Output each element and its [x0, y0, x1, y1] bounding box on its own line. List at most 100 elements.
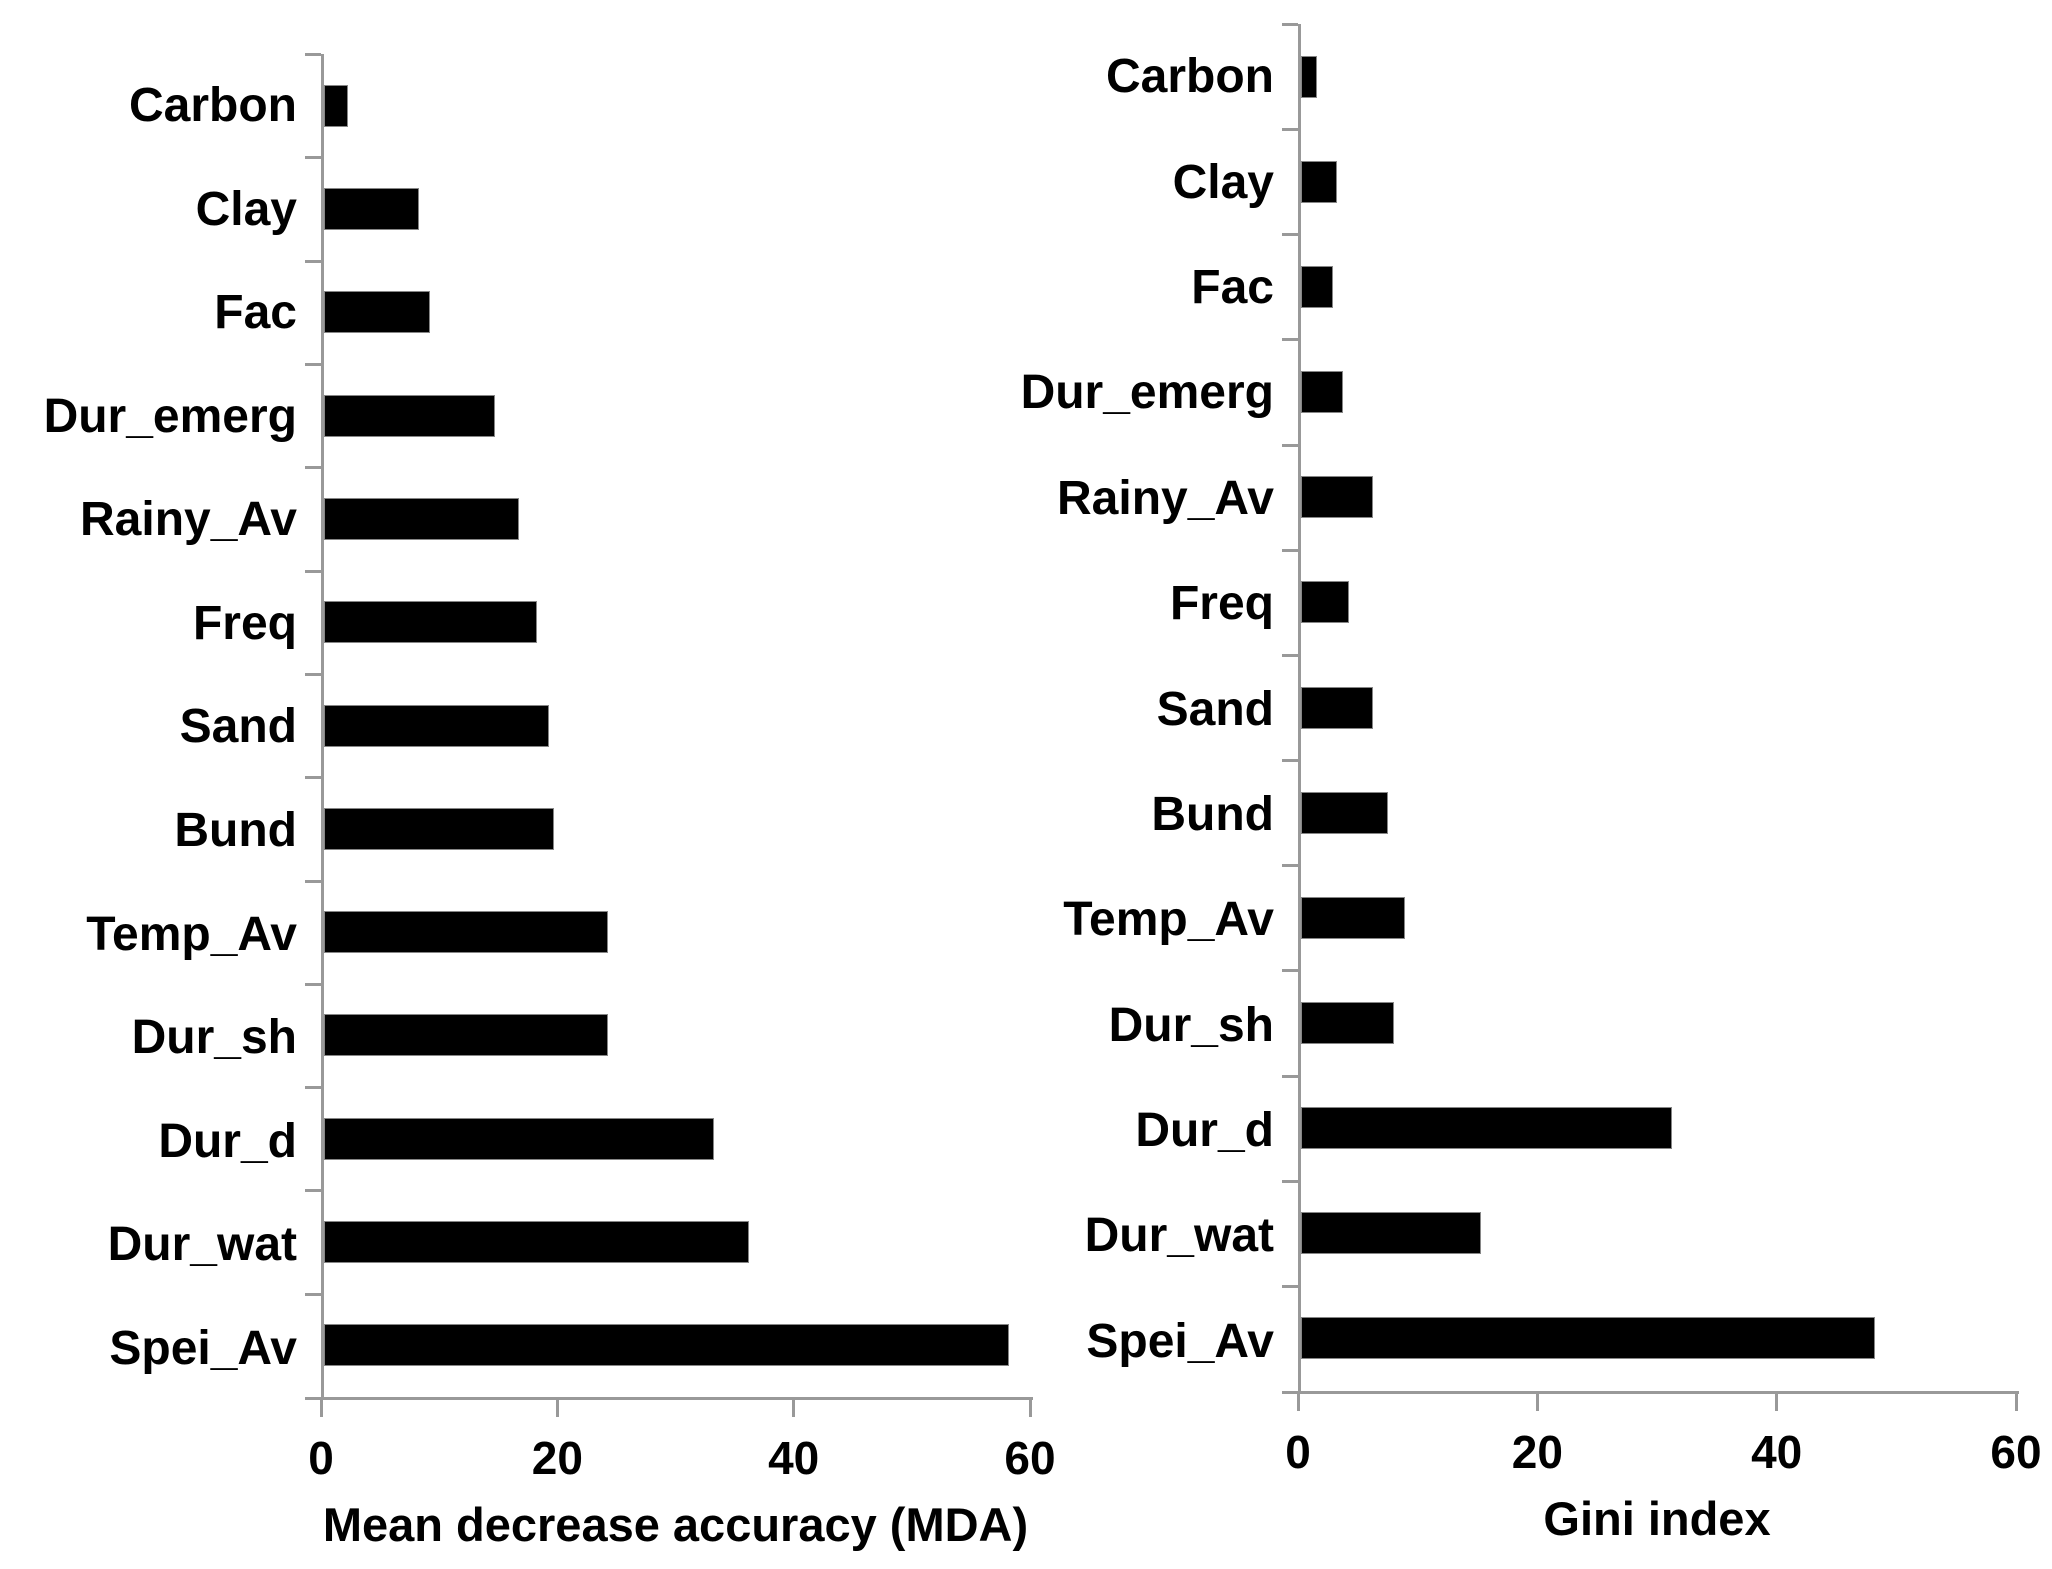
- category-label: Freq: [1169, 577, 1274, 631]
- x-tick-mark: [1028, 1400, 1032, 1417]
- plot-region: Carbon Clay Fac Dur_emerg Rainy_Av Freq Sand Bu…: [1020, 22, 2052, 1394]
- x-tick-label: 0: [1285, 1426, 1311, 1478]
- category-label: Carbon: [1106, 50, 1274, 104]
- bar-row: [1282, 548, 2019, 655]
- chart-mda: Carbon Clay Fac Dur_emerg Rainy_Av Freq Sand Bu…: [0, 52, 1056, 1551]
- category-label: Dur_emerg: [1020, 366, 1274, 420]
- category-label: Sand: [1156, 682, 1274, 736]
- bar: [1301, 686, 1373, 729]
- category-label: Temp_Av: [1063, 893, 1274, 947]
- bar-row: [1282, 864, 2019, 970]
- x-tick-label: 40: [768, 1432, 820, 1484]
- bar-row: [1282, 1284, 2019, 1391]
- category-label: Dur_sh: [131, 1011, 297, 1065]
- category-label: Bund: [1151, 787, 1274, 841]
- bar: [1301, 1001, 1395, 1044]
- bar: [1301, 476, 1373, 519]
- category-label: Sand: [179, 700, 297, 754]
- plot-area: [305, 52, 1033, 1400]
- plot-region: Carbon Clay Fac Dur_emerg Rainy_Av Freq Sand Bu…: [0, 52, 1040, 1400]
- category-label: Spei_Av: [109, 1321, 297, 1375]
- category-label: Dur_wat: [107, 1218, 297, 1272]
- x-tick-label: 0: [308, 1432, 334, 1484]
- bar-row: [305, 672, 1033, 777]
- x-tick-label: 60: [1990, 1426, 2042, 1478]
- bar: [324, 1221, 750, 1264]
- x-tick-mark: [1296, 1394, 1300, 1411]
- category-label: Dur_emerg: [43, 389, 297, 443]
- bar: [1301, 55, 1317, 98]
- bar: [324, 187, 419, 230]
- category-label: Bund: [174, 803, 297, 857]
- x-axis-ticklabels: 0 20 40 60: [1285, 1425, 2041, 1479]
- category-label: Rainy_Av: [1057, 471, 1274, 525]
- bar: [1301, 1212, 1481, 1255]
- bar-row: [305, 1292, 1033, 1397]
- bar: [1301, 265, 1334, 308]
- category-label: Freq: [192, 596, 297, 650]
- category-label: Clay: [195, 182, 297, 236]
- bar-row: [1282, 338, 2019, 444]
- bar: [1301, 371, 1343, 414]
- x-axis-title: Gini index: [1543, 1492, 1771, 1545]
- bar-row: [305, 569, 1033, 674]
- bar: [1301, 1317, 1876, 1360]
- bar-row: [305, 1189, 1033, 1293]
- category-label: Dur_d: [158, 1114, 297, 1168]
- bar-row: [1282, 1074, 2019, 1181]
- category-label: Carbon: [129, 79, 297, 133]
- bar: [324, 291, 431, 334]
- category-label: Rainy_Av: [80, 493, 297, 547]
- bar-row: [1282, 969, 2019, 1075]
- bar: [324, 1324, 1010, 1367]
- bar-row: [305, 156, 1033, 260]
- x-tick-label: 20: [1511, 1426, 1563, 1478]
- category-label: Dur_sh: [1108, 998, 1274, 1052]
- bar-row: [1282, 22, 2019, 129]
- bar: [324, 394, 496, 437]
- x-axis-ticks: [319, 1400, 1032, 1418]
- category-label: Dur_wat: [1084, 1209, 1274, 1263]
- bar: [324, 1014, 608, 1057]
- x-tick-mark: [1775, 1394, 1779, 1411]
- bar: [1301, 791, 1389, 834]
- x-axis-ticks: [1296, 1394, 2018, 1412]
- bar-row: [305, 52, 1033, 157]
- bar-row: [1282, 128, 2019, 234]
- category-label: Temp_Av: [86, 907, 297, 961]
- x-tick-mark: [792, 1400, 796, 1417]
- bar-row: [305, 776, 1033, 880]
- x-tick-label: 40: [1751, 1426, 1803, 1478]
- bar: [324, 704, 549, 747]
- bar: [1301, 160, 1337, 203]
- x-axis-title: Mean decrease accuracy (MDA): [322, 1498, 1029, 1551]
- chart-gini: Carbon Clay Fac Dur_emerg Rainy_Av Freq Sand Bu…: [1020, 0, 2052, 1569]
- bar-row: [305, 1086, 1033, 1190]
- bar-row: [1282, 233, 2019, 339]
- x-tick-mark: [2014, 1394, 2018, 1411]
- bar-row: [305, 982, 1033, 1087]
- category-label: Spei_Av: [1086, 1314, 1274, 1368]
- category-labels: Carbon Clay Fac Dur_emerg Rainy_Av Freq Sand Bu…: [0, 54, 321, 1400]
- bar: [324, 84, 348, 127]
- bar: [324, 807, 555, 850]
- bar-row: [305, 879, 1033, 984]
- category-label: Fac: [214, 286, 297, 340]
- x-tick-label: 20: [531, 1432, 583, 1484]
- bar-row: [1282, 443, 2019, 550]
- bar-row: [305, 466, 1033, 570]
- bar: [1301, 1107, 1672, 1150]
- category-label: Clay: [1172, 155, 1274, 209]
- plot-area: [1282, 22, 2019, 1394]
- x-tick-label: 60: [1004, 1432, 1056, 1484]
- category-label: Dur_d: [1135, 1104, 1274, 1158]
- bar: [324, 1117, 714, 1160]
- bar: [1301, 896, 1406, 939]
- bar: [1301, 581, 1349, 624]
- bar-row: [1282, 653, 2019, 760]
- x-tick-mark: [319, 1400, 323, 1417]
- bar-row: [305, 362, 1033, 467]
- x-tick-mark: [1535, 1394, 1539, 1411]
- x-axis-ticklabels: 0 20 40 60: [308, 1431, 1055, 1485]
